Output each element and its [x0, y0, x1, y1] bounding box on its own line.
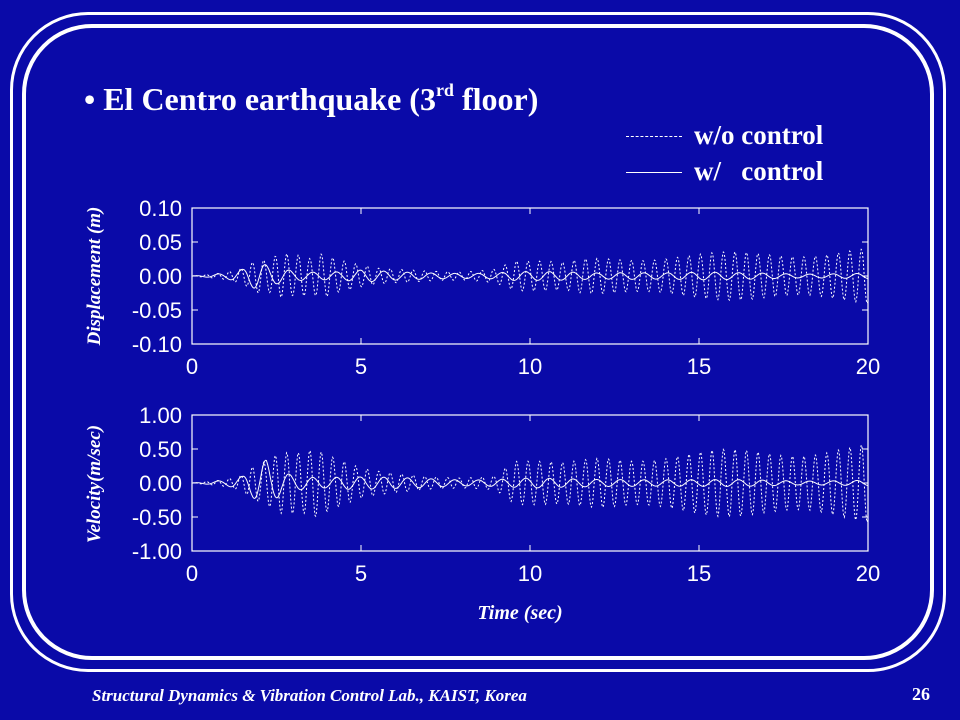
slide-title: • El Centro earthquake (3rd floor)	[84, 70, 538, 119]
series-line-with-control	[192, 264, 869, 289]
x-tick-label: 0	[186, 354, 198, 379]
x-tick-label: 5	[355, 354, 367, 379]
title-bullet: •	[84, 81, 96, 117]
series-line-without-control	[192, 248, 869, 305]
x-tick-label: 20	[856, 354, 880, 379]
legend-label-with-control: w/ control	[694, 156, 824, 186]
legend-label-without-control: w/o control	[694, 120, 824, 150]
series-line-without-control	[192, 443, 869, 524]
legend-solid-swatch	[626, 172, 682, 173]
y-tick-label: 0.05	[139, 230, 182, 255]
x-tick-label: 0	[186, 561, 198, 586]
y-tick-label: -0.50	[132, 505, 182, 530]
x-tick-label: 5	[355, 561, 367, 586]
y-tick-label: 0.00	[139, 471, 182, 496]
slide-inner-border	[22, 24, 934, 660]
x-tick-label: 15	[687, 354, 711, 379]
plot-frame-1	[191, 414, 869, 552]
series-line-with-control	[192, 459, 869, 499]
y-tick-label: 1.00	[139, 403, 182, 428]
x-tick-label: 10	[518, 561, 542, 586]
chart-1: 1.00 0.50 0.00 -0.50 -1.000 5 10 15 20	[132, 403, 880, 586]
footer-lab-name: Structural Dynamics & Vibration Control …	[92, 686, 527, 705]
slide-outer-border	[10, 12, 946, 672]
legend-dashed-swatch	[626, 136, 682, 137]
y-tick-label: -1.00	[132, 539, 182, 564]
plot-frame-0	[191, 207, 869, 345]
y-tick-label: -0.05	[132, 298, 182, 323]
y-tick-label: -0.10	[132, 332, 182, 357]
x-tick-label: 20	[856, 561, 880, 586]
x-tick-label: 10	[518, 354, 542, 379]
y-tick-label: 0.00	[139, 264, 182, 289]
y-tick-label: 0.10	[139, 196, 182, 221]
title-prefix: El Centro earthquake (3	[103, 81, 436, 117]
chart-0: 0.10 0.05 0.00 -0.05 -0.100 5 10 15 20	[132, 196, 880, 379]
title-suffix: floor)	[453, 81, 539, 117]
page-number: 26	[912, 684, 930, 704]
time-axis-label: Time (sec)	[477, 602, 563, 624]
y-tick-label: 0.50	[139, 437, 182, 462]
x-tick-label: 15	[687, 561, 711, 586]
title-superscript: rd	[435, 80, 454, 100]
